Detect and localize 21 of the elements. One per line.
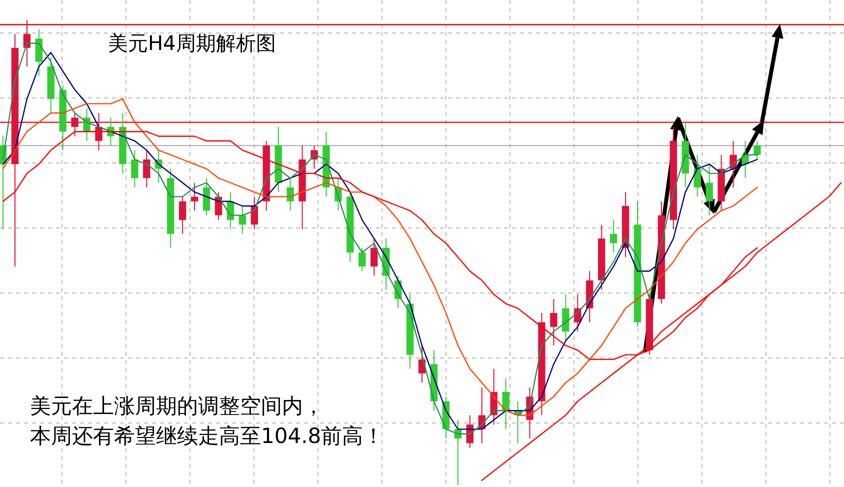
candlestick [71, 112, 78, 137]
candlestick [550, 298, 558, 346]
candlestick [694, 154, 701, 198]
annotation: 美元在上涨周期的调整空间内， [30, 394, 324, 418]
candlestick [95, 112, 102, 151]
text: 美元H4周期解析图 [108, 31, 276, 55]
candlestick [35, 28, 42, 76]
candlestick [610, 219, 618, 253]
candlestick [286, 178, 294, 212]
candlestick [370, 238, 378, 276]
annotation: 本周还有希望继续走高至104.8前高！ [30, 424, 384, 448]
candlestick [190, 182, 198, 212]
candlestick [562, 294, 570, 342]
candlestick [238, 206, 246, 234]
candlestick [754, 140, 761, 160]
candlestick [502, 378, 510, 430]
candlestick [358, 247, 366, 272]
candlestick [143, 150, 150, 188]
candlestick [202, 178, 210, 216]
candlestick [131, 150, 138, 188]
candlestick [178, 196, 186, 234]
